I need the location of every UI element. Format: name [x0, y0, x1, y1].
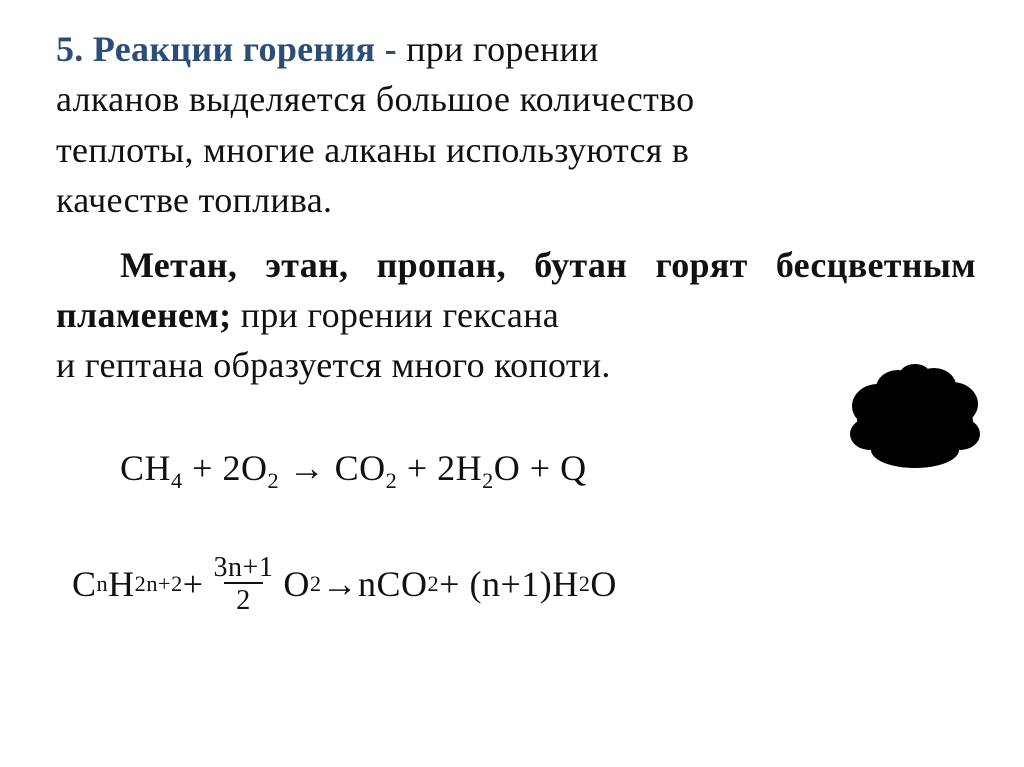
eq2-h: H — [108, 563, 135, 605]
paragraph2-rest-l1: при горении гексана — [231, 295, 559, 335]
eq2-c: C — [72, 563, 97, 605]
eq2-plus2: + (n+1)H — [439, 563, 579, 605]
paragraph1-l2: алканов выделяется большое количество — [56, 74, 976, 124]
heading-cont-l1: при горении — [406, 29, 598, 69]
eq1-h2-sub: 2 — [482, 468, 494, 493]
eq2-ox: O — [283, 563, 310, 605]
eq1-co-sub: 2 — [386, 468, 398, 493]
eq1-o2-sub: 2 — [267, 468, 279, 493]
eq2-fraction: 3n+1 2 — [210, 553, 278, 616]
heading-dash: - — [375, 29, 406, 69]
eq1-arrow: → — [279, 448, 335, 488]
soot-blob-icon — [840, 360, 990, 468]
eq1-rest: O + Q — [494, 448, 587, 488]
paragraph1-l3: теплоты, многие алканы используются в — [56, 125, 976, 175]
equations-block: CH4 + 2O2 → CO2 + 2H2O + Q CnH2n+2 + 3n+… — [56, 447, 976, 616]
heading-number: 5. — [56, 29, 84, 69]
eq2-frac-num: 3n+1 — [210, 553, 278, 582]
eq2-arrow: → — [322, 563, 359, 605]
eq2-frac-den: 2 — [224, 582, 263, 615]
eq1-ch-sub: 4 — [171, 468, 183, 493]
paragraph1-l4: качестве топлива. — [56, 175, 976, 225]
eq1-ch: CH — [120, 448, 171, 488]
eq1-co: CO — [335, 448, 386, 488]
eq2-rest: O — [590, 563, 617, 605]
equation-2: CnH2n+2 + 3n+1 2 O2 → nCO2 + (n+1)H2O — [72, 553, 976, 616]
heading-block: 5. Реакции горения - при горении — [56, 24, 976, 74]
eq1-plus2: + 2H — [397, 448, 482, 488]
paragraph2: Метан, этан, пропан, бутан горят бесцвет… — [56, 240, 976, 341]
eq2-nco: nCO — [358, 563, 428, 605]
eq1-plus1: + 2O — [183, 448, 268, 488]
paragraph2-l2: и гептана образуется много копоти. — [56, 340, 976, 390]
heading-title: Реакции горения — [93, 29, 375, 69]
eq2-plus1: + — [183, 563, 204, 605]
